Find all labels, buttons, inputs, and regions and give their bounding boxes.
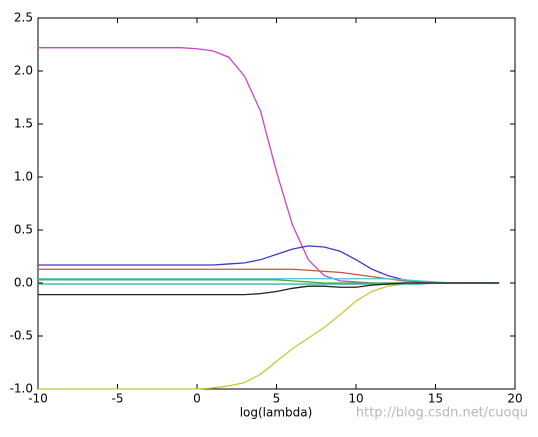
x-tick-label: -10: [28, 392, 48, 406]
series-line: [38, 278, 500, 284]
x-tick-label: 15: [428, 392, 443, 406]
y-tick-label: 2.5: [14, 11, 33, 25]
x-tick-label: 10: [348, 392, 363, 406]
y-tick-label: 0.5: [14, 223, 33, 237]
y-tick-label: 1.5: [14, 117, 33, 131]
y-tick-label: -0.5: [10, 329, 33, 343]
series-line: [38, 268, 500, 284]
x-tick-label: 20: [507, 392, 522, 406]
y-tick-label: 0.0: [14, 276, 33, 290]
series-line: [38, 282, 500, 296]
x-axis-label: log(lambda): [240, 406, 313, 420]
series-line: [38, 282, 500, 285]
x-tick-label: 5: [273, 392, 281, 406]
y-tick-label: -1.0: [10, 382, 33, 396]
x-tick-label: -5: [112, 392, 124, 406]
y-tick-label: 2.0: [14, 64, 33, 78]
watermark: http://blog.csdn.net/cuoqu: [356, 406, 528, 421]
y-tick-label: 1.0: [14, 170, 33, 184]
x-tick-label: 0: [193, 392, 201, 406]
plot-frame: [37, 17, 516, 390]
